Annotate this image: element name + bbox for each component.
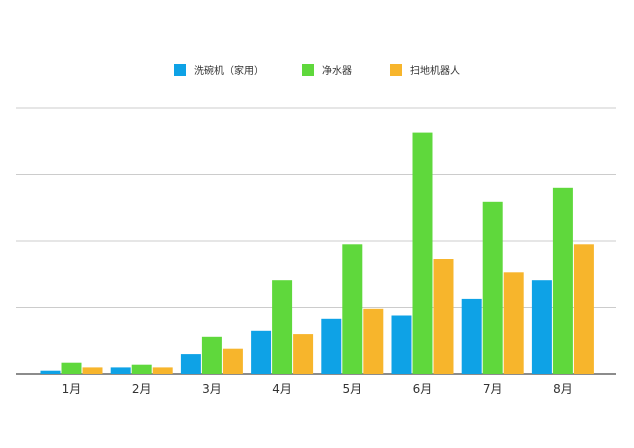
legend-label-robot-vacuum: 扫地机器人 [410, 66, 460, 77]
bar-dishwasher-8[interactable] [531, 280, 552, 374]
bar-dishwasher-5[interactable] [321, 318, 342, 374]
bar-water-purifier-6[interactable] [412, 132, 433, 374]
x-tick-label: 7月 [483, 382, 503, 396]
bar-dishwasher-3[interactable] [180, 354, 201, 374]
bar-water-purifier-3[interactable] [201, 336, 222, 374]
legend-label-dishwasher: 洗碗机（家用） [194, 66, 264, 77]
legend-item-water-purifier[interactable]: 净水器 [302, 62, 352, 77]
bar-robot-vacuum-2[interactable] [152, 367, 173, 374]
bar-water-purifier-8[interactable] [552, 187, 573, 374]
x-tick-label: 4月 [272, 382, 292, 396]
bar-dishwasher-1[interactable] [40, 370, 61, 374]
bar-dishwasher-2[interactable] [110, 367, 131, 374]
bar-robot-vacuum-6[interactable] [433, 259, 454, 374]
bar-robot-vacuum-5[interactable] [363, 308, 384, 374]
legend-swatch-dishwasher [174, 63, 186, 76]
bar-robot-vacuum-3[interactable] [222, 348, 243, 374]
bar-water-purifier-1[interactable] [61, 362, 82, 374]
bar-dishwasher-4[interactable] [251, 330, 272, 374]
x-tick-label: 1月 [62, 382, 82, 396]
x-tick-label: 5月 [342, 382, 362, 396]
bar-water-purifier-5[interactable] [342, 244, 363, 374]
bar-robot-vacuum-1[interactable] [82, 367, 103, 374]
legend-item-robot-vacuum[interactable]: 扫地机器人 [390, 62, 460, 77]
bar-robot-vacuum-8[interactable] [573, 244, 594, 374]
x-tick-label: 3月 [202, 382, 222, 396]
bar-robot-vacuum-4[interactable] [293, 334, 314, 374]
x-tick-label: 6月 [413, 382, 433, 396]
chart-legend: 洗碗机（家用） 净水器 扫地机器人 [0, 62, 634, 77]
x-tick-label: 2月 [132, 382, 152, 396]
bar-water-purifier-4[interactable] [272, 280, 293, 374]
bar-water-purifier-2[interactable] [131, 364, 152, 374]
bar-water-purifier-7[interactable] [482, 201, 503, 374]
x-tick-label: 8月 [553, 382, 573, 396]
legend-swatch-water-purifier [302, 63, 314, 76]
legend-swatch-robot-vacuum [390, 63, 402, 76]
legend-label-water-purifier: 净水器 [322, 66, 352, 77]
bar-dishwasher-6[interactable] [391, 315, 412, 375]
legend-item-dishwasher[interactable]: 洗碗机（家用） [174, 62, 264, 77]
bar-dishwasher-7[interactable] [461, 298, 482, 374]
bar-robot-vacuum-7[interactable] [503, 272, 524, 374]
